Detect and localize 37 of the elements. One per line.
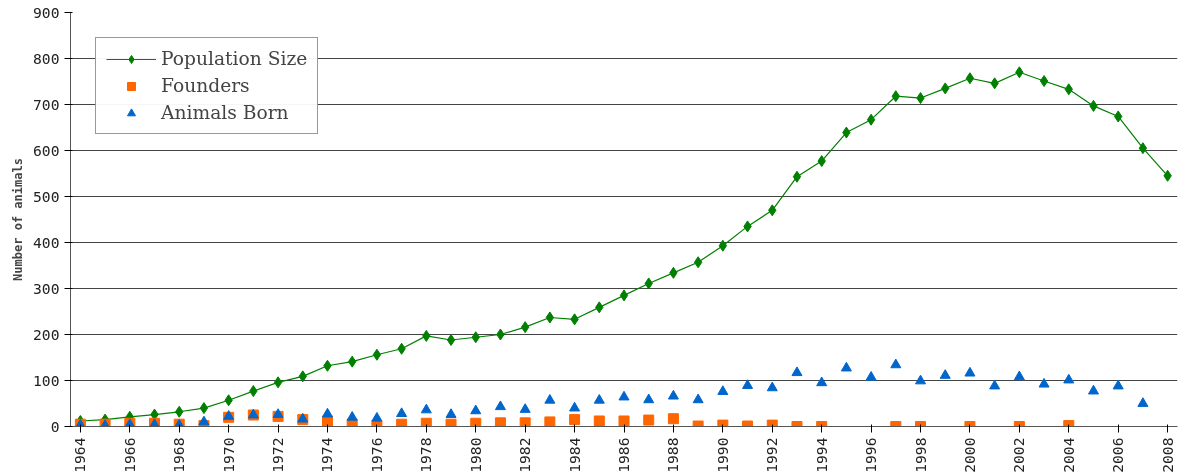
y-tick-label: 700 [33, 95, 60, 113]
x-tick-label: 2002 [1010, 437, 1028, 473]
y-tick-label: 300 [33, 279, 60, 297]
x-tick-label: 1996 [862, 437, 880, 473]
legend-label: Animals Born [161, 102, 289, 123]
x-tick-label: 2004 [1059, 437, 1077, 473]
x-tick-label: 1968 [170, 437, 188, 473]
x-tick-label: 1998 [911, 437, 929, 473]
x-tick-label: 2000 [960, 437, 978, 473]
x-tick-label: 1964 [71, 437, 89, 473]
x-tick-label: 1978 [417, 437, 435, 473]
x-tick-label: 1974 [318, 437, 336, 473]
x-tick-label: 1972 [269, 437, 287, 473]
x-tick-label: 2006 [1109, 437, 1127, 473]
x-tick-label: 1992 [763, 437, 781, 473]
x-tick-label: 1984 [565, 437, 583, 473]
x-tick-label: 1982 [516, 437, 534, 473]
x-tick-label: 2008 [1158, 437, 1176, 473]
x-tick-label: 1990 [713, 437, 731, 473]
y-tick-label: 600 [33, 141, 60, 159]
y-tick-label: 200 [33, 325, 60, 343]
y-tick-label: 900 [33, 3, 60, 21]
x-tick-label: 1980 [466, 437, 484, 473]
x-tick-label: 1988 [664, 437, 682, 473]
y-tick-label: 800 [33, 49, 60, 67]
x-tick-label: 1976 [367, 437, 385, 473]
y-tick-label: 500 [33, 187, 60, 205]
legend-label: Population Size [161, 48, 308, 69]
legend-label: Founders [161, 75, 250, 96]
y-tick-label: 400 [33, 233, 60, 251]
y-tick-label: 0 [50, 417, 60, 435]
x-tick-label: 1986 [615, 437, 632, 473]
y-tick-label: 100 [33, 371, 60, 389]
y-axis-title: Number of animals [11, 158, 26, 281]
x-tick-label: 1970 [219, 437, 237, 473]
x-tick-label: 1966 [120, 437, 138, 473]
x-tick-label: 1994 [812, 437, 830, 473]
